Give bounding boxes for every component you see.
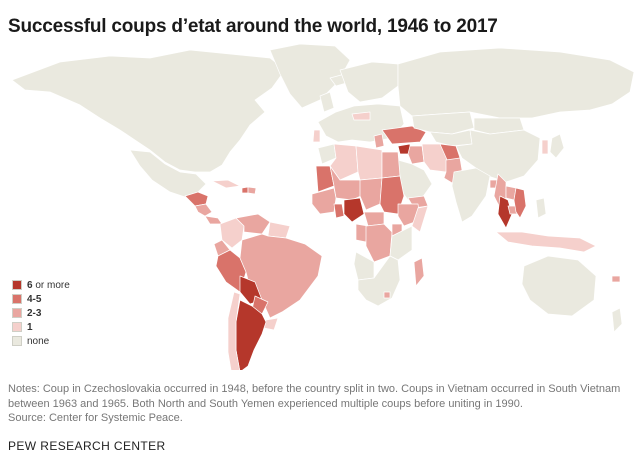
region-brazil xyxy=(239,233,323,319)
region-nigeria xyxy=(343,197,365,223)
region-new-zealand xyxy=(611,307,623,333)
region-cuba xyxy=(211,179,241,189)
region-greenland xyxy=(269,43,351,109)
region-el-salvador-nicaragua xyxy=(194,203,213,217)
legend-item: 1 xyxy=(12,320,70,334)
region-fiji xyxy=(611,275,621,283)
legend-item: 2-3 xyxy=(12,306,70,320)
legend-swatch xyxy=(12,294,22,304)
region-egypt xyxy=(381,151,401,179)
pew-logo-text: PEW RESEARCH CENTER xyxy=(8,439,166,453)
region-uruguay xyxy=(263,317,279,331)
region-japan xyxy=(549,133,565,159)
region-portugal xyxy=(312,129,321,143)
legend-label: none xyxy=(27,335,50,347)
region-libya xyxy=(355,145,383,181)
region-morocco xyxy=(317,143,337,165)
source-text: Source: Center for Systemic Peace. xyxy=(8,412,183,424)
region-dominican-republic xyxy=(247,186,257,195)
region-russia xyxy=(397,47,635,119)
region-korea xyxy=(541,139,549,155)
legend-label: 1 xyxy=(27,321,33,333)
region-east-africa xyxy=(389,225,413,261)
legend-swatch xyxy=(12,336,22,346)
region-haiti xyxy=(241,186,249,194)
region-indonesia xyxy=(495,231,597,253)
region-scandinavia xyxy=(339,61,399,103)
legend-label: 2-3 xyxy=(27,307,42,319)
region-north-america xyxy=(11,49,286,173)
legend-label: 4-5 xyxy=(27,293,42,305)
region-iraq xyxy=(407,145,425,165)
notes: Notes: Coup in Czechoslovakia occurred i… xyxy=(8,382,632,426)
chart-title: Successful coups d’etat around the world… xyxy=(8,16,498,37)
region-mexico xyxy=(129,149,207,199)
legend-swatch xyxy=(12,280,22,290)
world-map-svg xyxy=(11,43,635,370)
region-kazakhstan xyxy=(411,111,475,135)
legend-swatch xyxy=(12,322,22,332)
region-lesotho xyxy=(383,291,391,299)
legend-item: 4-5 xyxy=(12,292,70,306)
region-guyana-suriname xyxy=(267,221,291,239)
legend-item: none xyxy=(12,334,70,348)
region-chad xyxy=(359,177,383,211)
region-guatemala-honduras xyxy=(184,191,209,207)
region-vietnam xyxy=(513,187,527,219)
region-west-africa-small xyxy=(311,187,337,215)
notes-text: Notes: Coup in Czechoslovakia occurred i… xyxy=(8,383,621,410)
legend-label: 6 or more xyxy=(27,279,70,291)
legend-item: 6 or more xyxy=(12,278,70,292)
region-turkey xyxy=(381,125,427,145)
legend-swatch xyxy=(12,308,22,318)
region-uk xyxy=(319,91,335,113)
region-philippines xyxy=(535,197,547,219)
region-somalia xyxy=(411,205,429,233)
world-map xyxy=(0,40,640,370)
region-car xyxy=(363,211,385,227)
region-greece xyxy=(373,133,385,149)
region-drc xyxy=(365,223,393,263)
region-czechoslovakia xyxy=(351,111,371,121)
region-madagascar xyxy=(413,257,425,287)
region-chile xyxy=(227,291,241,370)
region-australia xyxy=(521,255,597,317)
region-ghana xyxy=(333,203,345,219)
region-panama xyxy=(204,215,223,225)
map-legend: 6 or more 4-5 2-3 1 none xyxy=(12,278,70,348)
region-india xyxy=(451,167,491,223)
region-thailand xyxy=(497,195,513,229)
